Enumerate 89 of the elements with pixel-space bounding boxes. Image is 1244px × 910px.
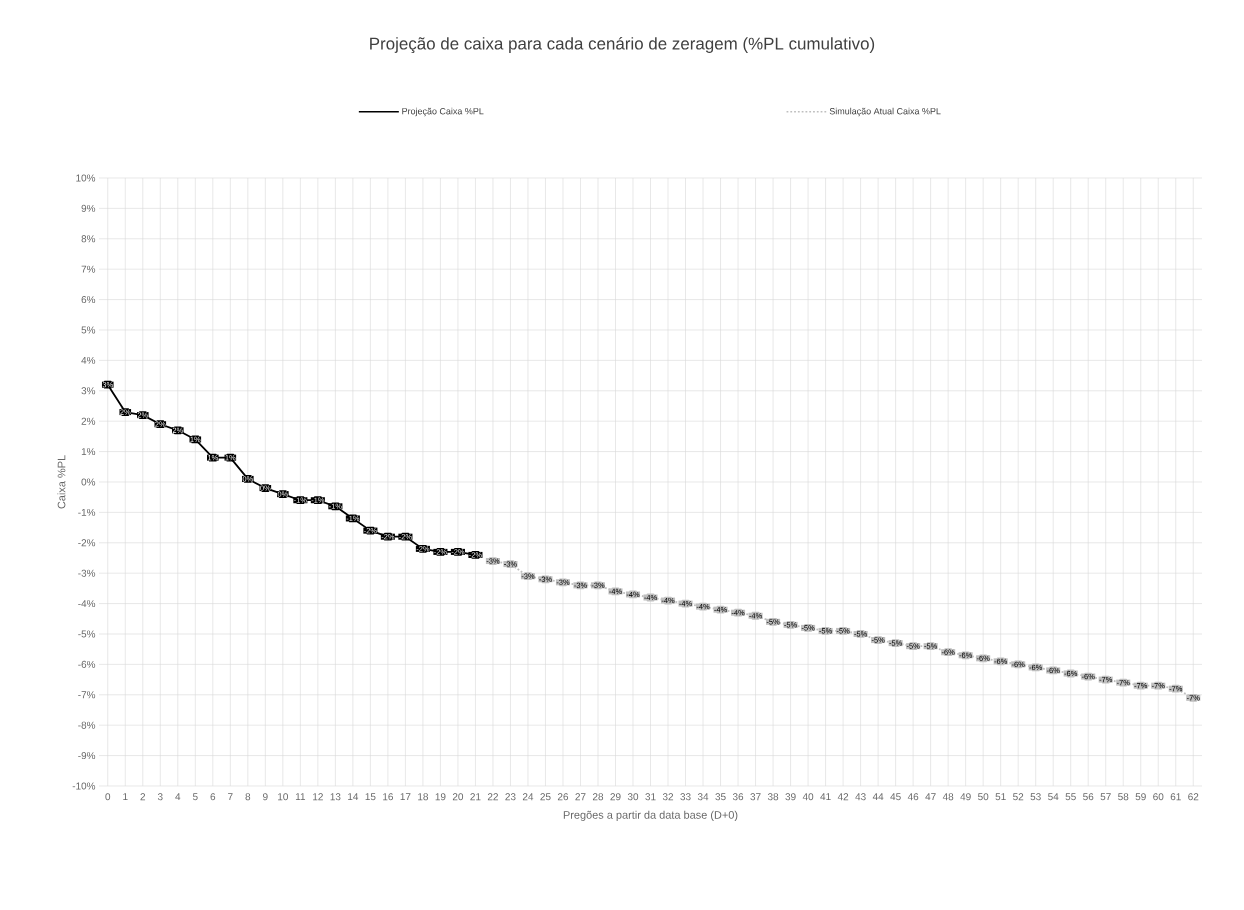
x-tick-label: 37 xyxy=(750,793,761,801)
x-tick-label: 35 xyxy=(715,793,726,801)
y-tick-label: 9% xyxy=(81,204,96,212)
x-tick-label: 7 xyxy=(228,793,233,801)
x-tick-label: 43 xyxy=(855,793,866,801)
legend-label: Projeção Caixa %PL xyxy=(402,107,484,117)
x-tick-label: 13 xyxy=(330,793,341,801)
x-tick-label: 41 xyxy=(820,793,831,801)
y-tick-label: 5% xyxy=(81,326,96,334)
x-tick-label: 2 xyxy=(140,793,146,801)
x-tick-label: 11 xyxy=(295,793,306,801)
x-tick-label: 45 xyxy=(890,793,901,801)
x-tick-label: 6 xyxy=(210,793,216,801)
x-tick-label: 3 xyxy=(157,793,163,801)
x-tick-label: 59 xyxy=(1135,793,1146,801)
y-tick-label: -10% xyxy=(72,782,96,790)
x-tick-label: 39 xyxy=(785,793,796,801)
x-tick-label: 30 xyxy=(627,793,639,801)
x-tick-label: 62 xyxy=(1188,793,1199,801)
x-tick-label: 24 xyxy=(522,793,534,801)
x-tick-label: 17 xyxy=(400,793,411,801)
x-tick-label: 55 xyxy=(1065,793,1076,801)
y-tick-label: -2% xyxy=(78,539,96,547)
x-tick-label: 40 xyxy=(802,793,814,801)
x-tick-label: 16 xyxy=(383,793,393,801)
x-tick-label: 27 xyxy=(575,793,586,801)
y-tick-label: -1% xyxy=(78,508,96,516)
x-tick-label: 8 xyxy=(245,793,251,801)
x-tick-label: 58 xyxy=(1118,793,1129,801)
y-tick-label: 1% xyxy=(81,448,96,456)
x-tick-label: 60 xyxy=(1153,793,1164,801)
x-tick-label: 42 xyxy=(837,793,849,801)
y-tick-label: -5% xyxy=(78,630,96,638)
y-tick-label: 6% xyxy=(81,296,96,304)
x-tick-label: 34 xyxy=(697,793,709,801)
x-tick-label: 38 xyxy=(767,793,779,801)
x-tick-label: 5 xyxy=(192,793,198,801)
x-tick-label: 48 xyxy=(942,793,954,801)
x-tick-label: 53 xyxy=(1030,793,1041,801)
x-tick-label: 21 xyxy=(470,793,481,801)
x-tick-label: 20 xyxy=(452,793,464,801)
x-tick-label: 49 xyxy=(960,793,971,801)
x-tick-label: 52 xyxy=(1013,793,1024,801)
x-tick-label: 51 xyxy=(995,793,1006,801)
x-tick-label: 61 xyxy=(1170,793,1181,801)
x-tick-label: 9 xyxy=(263,793,268,801)
y-tick-label: 3% xyxy=(81,387,96,395)
x-tick-label: 56 xyxy=(1083,793,1094,801)
y-tick-label: -8% xyxy=(78,721,96,729)
x-tick-label: 33 xyxy=(680,793,691,801)
x-tick-label: 12 xyxy=(313,793,323,801)
x-tick-label: 15 xyxy=(365,793,376,801)
y-tick-label: 0% xyxy=(81,478,96,486)
x-tick-label: 0 xyxy=(105,793,111,801)
x-tick-label: 19 xyxy=(435,793,446,801)
x-tick-label: 25 xyxy=(540,793,551,801)
y-tick-label: -4% xyxy=(78,600,96,608)
x-tick-label: 1 xyxy=(123,793,128,801)
legend-label: Simulação Atual Caixa %PL xyxy=(829,107,941,117)
x-tick-label: 31 xyxy=(645,793,656,801)
x-tick-label: 14 xyxy=(348,793,359,801)
y-tick-label: -6% xyxy=(78,660,96,668)
x-tick-label: 54 xyxy=(1048,793,1059,801)
x-tick-label: 23 xyxy=(505,793,516,801)
x-tick-label: 36 xyxy=(732,793,744,801)
x-tick-label: 26 xyxy=(557,793,569,801)
y-tick-label: 10% xyxy=(76,174,96,182)
x-tick-label: 22 xyxy=(487,793,498,801)
y-tick-label: 8% xyxy=(81,235,96,243)
y-tick-label: -9% xyxy=(78,752,96,760)
x-tick-label: 28 xyxy=(592,793,604,801)
x-tick-label: 4 xyxy=(175,793,181,801)
y-tick-label: 2% xyxy=(81,417,96,425)
x-tick-label: 44 xyxy=(872,793,884,801)
x-tick-label: 32 xyxy=(662,793,674,801)
x-tick-label: 29 xyxy=(610,793,621,801)
x-tick-label: 47 xyxy=(925,793,936,801)
x-tick-label: 10 xyxy=(278,793,288,801)
y-tick-label: 4% xyxy=(81,356,96,364)
y-tick-label: -3% xyxy=(78,569,96,577)
x-tick-label: 50 xyxy=(978,793,989,801)
x-tick-label: 18 xyxy=(418,793,429,801)
x-tick-label: 57 xyxy=(1100,793,1111,801)
y-axis-title: Caixa %PL xyxy=(57,455,66,509)
x-tick-label: 46 xyxy=(907,793,919,801)
chart-title: Projeção de caixa para cada cenário de zeragem (%PL cumulativo) xyxy=(370,36,875,54)
x-axis-title: Pregões a partir da data base (D+0) xyxy=(563,810,738,821)
y-tick-label: -7% xyxy=(78,691,96,699)
y-tick-label: 7% xyxy=(81,265,96,273)
